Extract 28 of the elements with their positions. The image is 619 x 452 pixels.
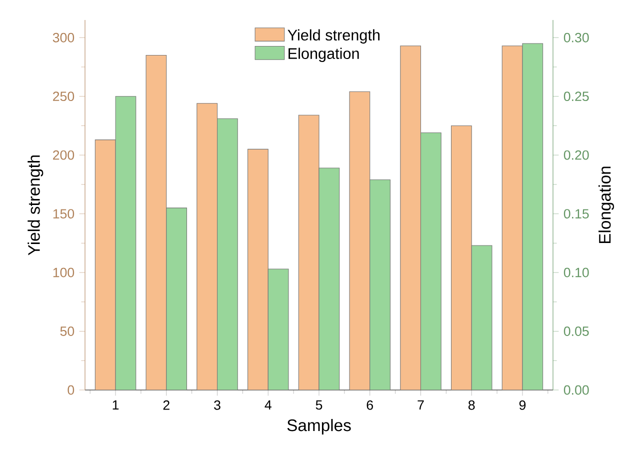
x-tick-label: 8	[468, 400, 475, 410]
y-tick-label: 150	[53, 209, 74, 219]
x-tick-label: 9	[519, 400, 526, 410]
y2-axis-title: Elongation	[598, 166, 614, 244]
x-tick-label: 7	[418, 400, 424, 410]
y-tick-label: 50	[60, 326, 74, 336]
y-tick-label: 0	[68, 385, 74, 395]
x-tick-label: 3	[214, 400, 220, 410]
y2-tick-label: 0.00	[564, 385, 589, 395]
y2-tick-label: 0.20	[564, 150, 589, 160]
y2-tick-label: 0.25	[564, 92, 589, 102]
y-tick-label: 250	[53, 92, 74, 102]
x-tick-label: 5	[316, 400, 322, 410]
x-tick-label: 1	[112, 400, 119, 410]
y-tick-label: 200	[53, 150, 74, 160]
x-tick-label: 4	[264, 400, 272, 410]
y2-tick-label: 0.15	[564, 209, 589, 219]
legend-label: Elongation	[288, 48, 359, 62]
y-tick-label: 300	[52, 32, 74, 42]
legend-label: Yield strength	[288, 29, 380, 44]
y2-tick-label: 0.10	[564, 268, 589, 278]
x-tick-label: 6	[366, 400, 373, 410]
y-tick-label: 100	[53, 268, 74, 278]
x-tick-label: 2	[163, 400, 170, 410]
y2-tick-label: 0.30	[564, 32, 589, 42]
y-axis-title: Yield strength	[28, 155, 44, 256]
x-axis-title: Samples	[287, 418, 351, 435]
y2-tick-label: 0.05	[564, 326, 589, 336]
